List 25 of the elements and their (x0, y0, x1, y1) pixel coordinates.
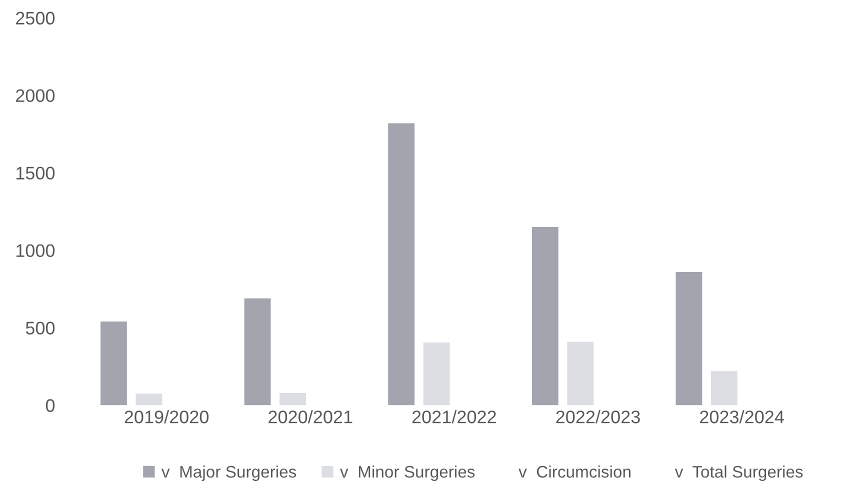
bar (532, 227, 558, 406)
y-tick-label: 2500 (16, 12, 55, 25)
x-tick-label: 2022/2023 (556, 410, 640, 424)
y-tick-label: 1000 (16, 244, 55, 257)
bar (676, 272, 702, 406)
bar (244, 298, 271, 406)
x-tick-label: 2021/2022 (412, 410, 496, 424)
y-tick-label: 2000 (16, 89, 55, 102)
bar (136, 394, 162, 406)
bar (280, 392, 306, 406)
y-tick-label: 0 (46, 399, 55, 412)
legend-label: v Minor Surgeries (340, 465, 475, 481)
bar (100, 322, 127, 406)
bar (710, 371, 738, 406)
y-tick-label: 500 (26, 322, 55, 334)
text: v Total Surgeries (674, 465, 803, 481)
legend-label: v Major Surgeries (161, 465, 296, 481)
text: v Circumcision (518, 465, 630, 478)
bar (388, 123, 415, 406)
y-tick-label: 1500 (16, 166, 55, 180)
x-tick-label: 2020/2021 (268, 410, 352, 424)
bar (567, 342, 594, 406)
x-tick-label: 2023/2024 (700, 410, 784, 424)
bar (423, 342, 450, 406)
x-tick-label: 2019/2020 (124, 410, 209, 424)
